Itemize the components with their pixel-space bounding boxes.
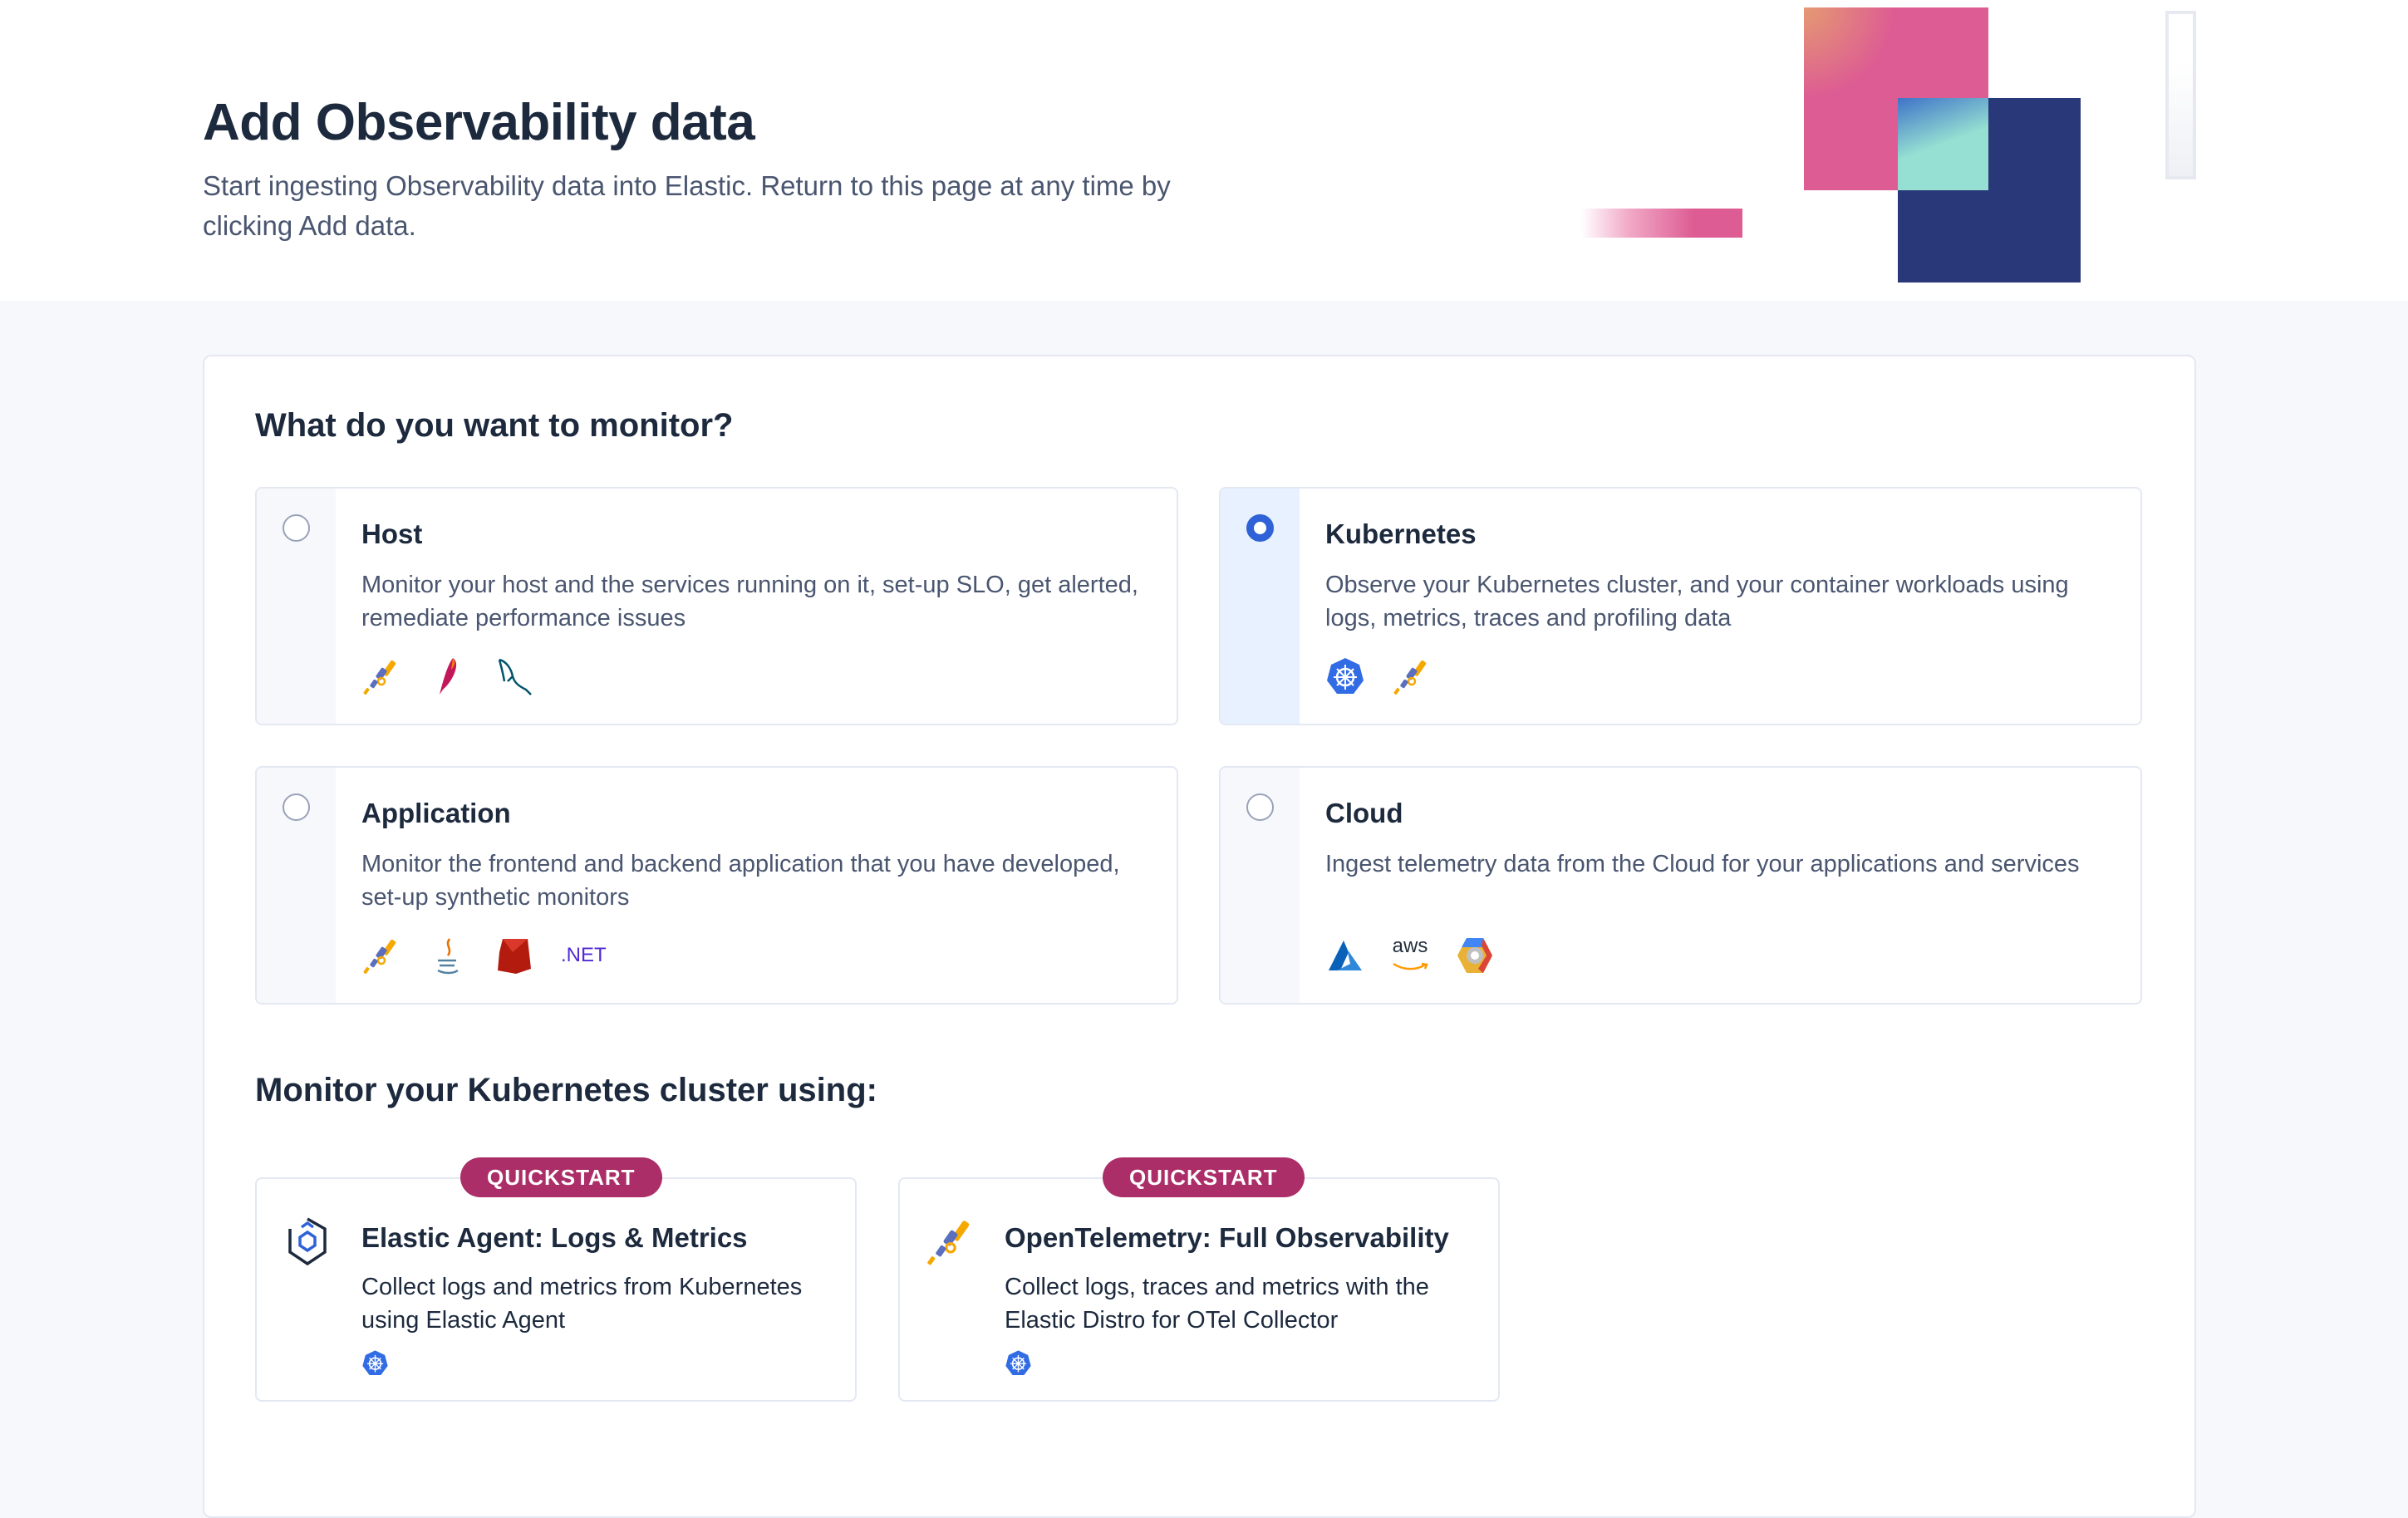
java-icon	[437, 938, 459, 975]
aws-icon: aws	[1392, 936, 1428, 974]
quickstart-card-opentelemetry[interactable]: OpenTelemetry: Full Observability Collec…	[898, 1177, 1500, 1402]
option-title: Cloud	[1325, 798, 1403, 828]
opentelemetry-icon	[361, 936, 401, 975]
opentelemetry-icon	[361, 656, 401, 696]
kubernetes-icon	[1325, 656, 1365, 696]
page-subtitle: Start ingesting Observability data into …	[203, 170, 1171, 241]
quickstart-heading: Monitor your Kubernetes cluster using:	[255, 1072, 877, 1108]
page-title: Add Observability data	[203, 94, 755, 151]
cloud-radio[interactable]	[1246, 793, 1274, 821]
option-card-application[interactable]: Application Monitor the frontend and bac…	[255, 766, 1178, 1005]
kubernetes-icon	[1005, 1349, 1032, 1377]
quickstart-title: OpenTelemetry: Full Observability	[1005, 1222, 1449, 1253]
option-description: Monitor your host and the services runni…	[361, 572, 1138, 631]
option-title: Host	[361, 518, 423, 549]
host-radio[interactable]	[283, 514, 310, 542]
quickstart-description: Collect logs, traces and metrics with th…	[1005, 1274, 1429, 1334]
option-description: Ingest telemetry data from the Cloud for…	[1325, 851, 2080, 877]
page-header: Add Observability data Start ingesting O…	[0, 0, 2408, 301]
azure-icon	[1329, 941, 1362, 970]
gcp-icon	[1457, 938, 1492, 973]
elastic-agent-icon	[288, 1217, 327, 1266]
ruby-icon	[498, 939, 531, 974]
quickstart-description: Collect logs and metrics from Kubernetes…	[361, 1274, 803, 1334]
quickstart-badge: QUICKSTART	[460, 1157, 662, 1197]
monitor-heading: What do you want to monitor?	[255, 407, 734, 444]
apache-icon	[440, 658, 457, 695]
quickstart-badge: QUICKSTART	[1103, 1157, 1305, 1197]
dotnet-icon: .NET	[561, 944, 607, 966]
mysql-icon	[498, 658, 532, 695]
quickstart-title: Elastic Agent: Logs & Metrics	[361, 1222, 748, 1253]
option-card-host[interactable]: Host Monitor your host and the services …	[255, 487, 1178, 725]
option-description: Monitor the frontend and backend applica…	[361, 851, 1120, 911]
kubernetes-radio[interactable]	[1246, 514, 1274, 542]
quickstart-card-elastic-agent[interactable]: Elastic Agent: Logs & Metrics Collect lo…	[255, 1177, 857, 1402]
option-description: Observe your Kubernetes cluster, and you…	[1325, 572, 2069, 631]
option-card-cloud[interactable]: Cloud Ingest telemetry data from the Clo…	[1219, 766, 2142, 1005]
option-title: Kubernetes	[1325, 518, 1477, 549]
application-radio[interactable]	[283, 793, 310, 821]
option-title: Application	[361, 798, 511, 828]
opentelemetry-icon	[925, 1216, 976, 1267]
opentelemetry-icon	[1392, 656, 1432, 696]
option-card-kubernetes[interactable]: Kubernetes Observe your Kubernetes clust…	[1219, 487, 2142, 725]
kubernetes-icon	[361, 1349, 389, 1377]
